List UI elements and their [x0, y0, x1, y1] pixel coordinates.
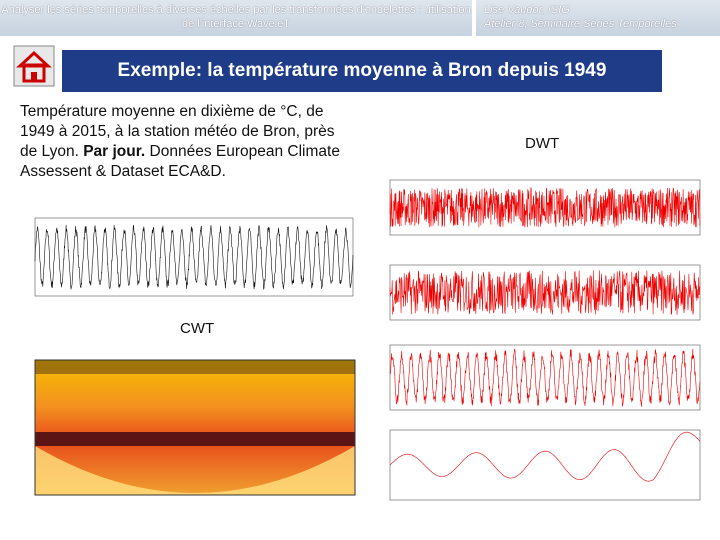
plot-frame [389, 344, 701, 411]
text: Température moyenne en dixième de °C, de… [20, 103, 335, 160]
plots [34, 179, 701, 501]
text: Données European Climate Assessent & Dat… [20, 143, 340, 180]
cwt-image [34, 359, 356, 496]
plot-line [34, 224, 354, 290]
dwt-label: DWT [525, 135, 560, 152]
header-right: Lise Vaudor, ISIG Atelier 8, Séminaire Sé… [476, 0, 720, 36]
plot-frame [389, 429, 701, 501]
author: Lise Vaudor, ISIG [484, 4, 570, 16]
plot-line [389, 187, 701, 228]
plot-line [389, 270, 701, 315]
home-icon[interactable] [13, 45, 55, 87]
header-left: Analyser les séries temporelles à divers… [0, 0, 474, 36]
plot-line [389, 431, 701, 482]
plot-line [389, 348, 701, 407]
description: Température moyenne en dixième de °C, de… [20, 102, 355, 182]
slide-title: Exemple: la température moyenne à Bron d… [62, 50, 662, 92]
event: Atelier 8, Séminaire Séries Temporelles [484, 18, 677, 30]
bold-text: Par jour. [83, 143, 146, 160]
cwt-label: CWT [180, 320, 215, 337]
